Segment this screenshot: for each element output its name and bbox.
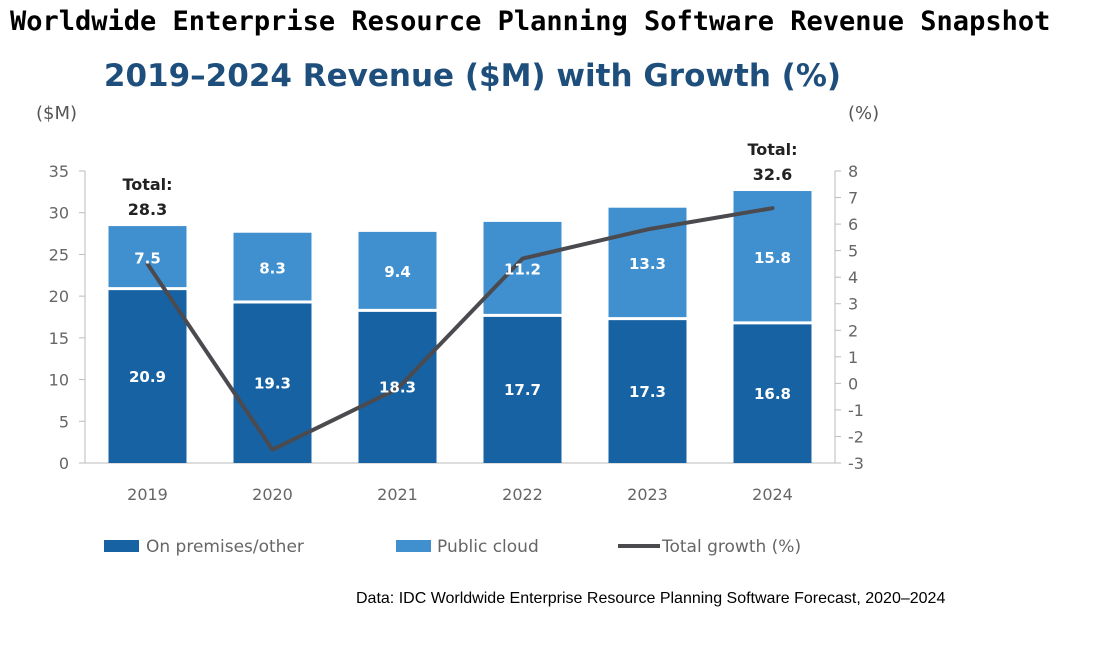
bar-value-public-cloud: 8.3 [259,259,286,277]
left-tick-label: 15 [49,329,69,348]
left-tick-label: 35 [49,162,69,181]
right-tick-label: 6 [848,215,858,234]
right-tick-label: 0 [848,374,858,393]
total-label: Total: [122,175,172,194]
bar-value-on-premises: 18.3 [379,379,416,397]
chart-title: 2019–2024 Revenue ($M) with Growth (%) [103,58,842,94]
right-tick-label: 8 [848,162,858,181]
right-tick-label: -3 [848,454,864,473]
left-tick-label: 5 [59,412,69,431]
growth-point [396,387,399,391]
legend-label-public-cloud: Public cloud [437,537,539,557]
x-tick-label: 2020 [252,485,293,504]
source-note: Data: IDC Worldwide Enterprise Resource … [356,590,946,607]
legend: On premises/other Public cloud Total growt… [104,537,801,557]
legend-swatch-on-premises [104,540,139,552]
bar-value-public-cloud: 9.4 [384,263,411,281]
bar-public-cloud [358,231,437,311]
left-tick-label: 20 [49,287,69,306]
bar-value-on-premises: 17.3 [629,383,666,401]
growth-line [145,206,775,452]
labels: 20.9 7.5 19.3 8.3 18.3 9.4 17.7 11.2 17.3 13.3 16.… [122,140,797,403]
growth-line-path [145,206,775,452]
right-axis-unit: (%) [848,103,880,124]
growth-point [521,257,524,261]
growth-point [146,262,149,266]
growth-point [646,227,649,231]
x-tick-label: 2022 [502,485,543,504]
right-tick-label: 2 [848,321,858,340]
bar-public-cloud [108,226,187,289]
bar-value-public-cloud: 11.2 [504,261,541,279]
right-tick-label: -1 [848,401,864,420]
bar-on-premises [733,322,812,463]
x-tick-label: 2023 [627,485,668,504]
total-value: 32.6 [753,165,792,184]
legend-label-growth: Total growth (%) [661,537,801,557]
left-tick-label: 30 [49,204,69,223]
legend-swatch-public-cloud [396,540,431,552]
growth-point [771,206,774,210]
growth-point [271,448,274,452]
bars [108,191,812,463]
left-tick-label: 10 [49,371,69,390]
left-tick-label: 25 [49,245,69,264]
legend-label-on-premises: On premises/other [146,537,304,557]
x-tick-label: 2021 [377,485,418,504]
bar-value-public-cloud: 13.3 [629,255,666,273]
bar-on-premises [608,318,687,463]
right-tick-label: 1 [848,348,858,367]
bar-value-on-premises: 17.7 [504,381,541,399]
total-value: 28.3 [128,200,167,219]
page-title: Worldwide Enterprise Resource Planning S… [10,6,1051,37]
bar-public-cloud [233,232,312,302]
left-tick-label: 0 [59,454,69,473]
bar-on-premises [108,288,187,463]
bar-value-on-premises: 19.3 [254,374,291,392]
bar-value-on-premises: 20.9 [129,368,166,386]
right-tick-label: -2 [848,427,864,446]
x-tick-label: 2019 [127,485,168,504]
right-tick-label: 3 [848,295,858,314]
right-tick-label: 7 [848,189,858,208]
right-tick-label: 5 [848,242,858,261]
bar-public-cloud [483,221,562,316]
total-label: Total: [747,140,797,159]
bar-on-premises [483,315,562,463]
bar-value-on-premises: 16.8 [754,385,791,403]
x-tick-label: 2024 [752,485,793,504]
axes: 0 5 10 15 20 25 30 35 -3 -2 -1 0 1 2 3 4 5 6 7 8 2019 2020 202… [49,162,864,504]
bar-value-public-cloud: 7.5 [134,249,161,267]
left-axis-unit: ($M) [36,103,78,124]
right-tick-label: 4 [848,268,858,287]
bar-value-public-cloud: 15.8 [754,249,791,267]
